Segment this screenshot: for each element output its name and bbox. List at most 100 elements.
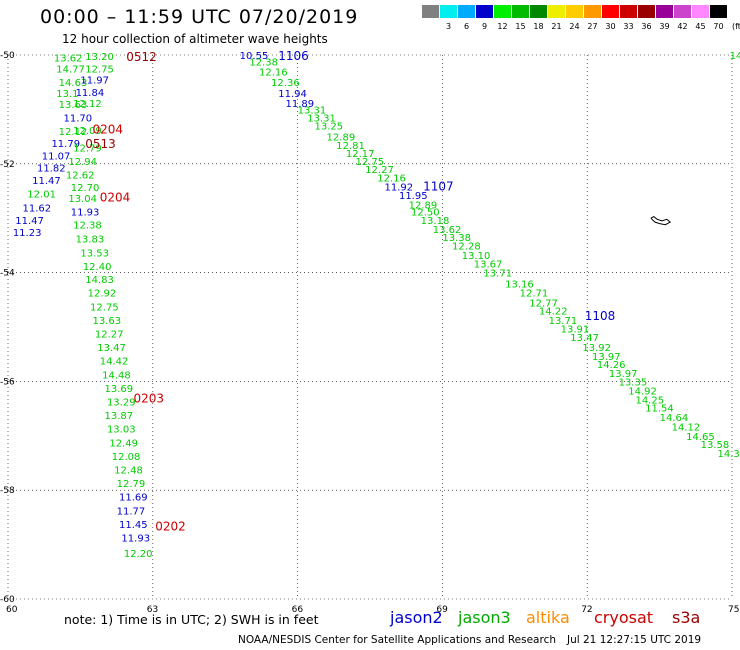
swh-value: 12.62 xyxy=(66,171,95,182)
swh-value: 11.47 xyxy=(32,176,61,187)
heard-island-shape xyxy=(650,216,672,226)
swh-value: 14.92 xyxy=(628,387,657,398)
swh-value: 12.20 xyxy=(124,549,153,560)
swh-value: 12.09 xyxy=(73,126,102,137)
swh-value: 14.64 xyxy=(660,413,689,424)
swh-value: 13.35 xyxy=(619,377,648,388)
swh-value: 12.16 xyxy=(259,67,288,78)
legend-cryosat: cryosat xyxy=(594,608,654,627)
swh-value: 12.28 xyxy=(452,241,481,252)
swh-value: 13.97 xyxy=(609,369,638,380)
colorbar-swatch xyxy=(458,5,475,18)
colorbar-swatch xyxy=(710,5,727,18)
swh-value: 11.23 xyxy=(13,228,42,239)
swh-value: 13.63 xyxy=(59,100,88,111)
swh-value: 13.47 xyxy=(570,333,599,344)
swh-value: 13.91 xyxy=(561,325,590,336)
swh-value: 14.48 xyxy=(102,370,131,381)
colorbar-tick-label: 9 xyxy=(481,22,488,31)
swh-value: 12.08 xyxy=(112,452,141,463)
swh-value: 14.77 xyxy=(56,65,85,76)
swh-value: 11.93 xyxy=(121,534,150,545)
pass-number-label: 0204 xyxy=(100,190,131,204)
swh-value: 13.62 xyxy=(433,225,462,236)
legend-altika: altika xyxy=(526,608,570,627)
swh-value: 11.45 xyxy=(119,520,148,531)
map-grid xyxy=(7,54,733,600)
swh-value: 11.84 xyxy=(76,88,105,99)
swh-value: 12.77 xyxy=(529,299,558,310)
lon-tick-label: 63 xyxy=(147,605,158,615)
colorbar-tick-label: 6 xyxy=(463,22,470,31)
swh-value: 12.38 xyxy=(73,221,102,232)
colorbar-swatch xyxy=(512,5,529,18)
swh-value: 14.26 xyxy=(597,360,626,371)
swh-value: 13.47 xyxy=(97,343,126,354)
swh-value: 13.38 xyxy=(442,233,471,244)
colorbar-tick-label: 42 xyxy=(677,22,688,31)
colorbar-tick-label: 18 xyxy=(533,22,544,31)
swh-value: 12.17 xyxy=(346,149,375,160)
colorbar-swatch xyxy=(548,5,565,18)
swh-value: 12.89 xyxy=(327,133,356,144)
colorbar-swatch xyxy=(602,5,619,18)
lat-tick-label: -56 xyxy=(0,377,15,387)
swh-value: 11.95 xyxy=(399,191,428,202)
colorbar-swatch xyxy=(620,5,637,18)
swh-value: 12.12 xyxy=(73,99,102,110)
lat-tick-label: -50 xyxy=(0,51,15,61)
colorbar-swatch xyxy=(656,5,673,18)
swh-value: 13.20 xyxy=(85,52,114,63)
swh-value: 13.31 xyxy=(307,114,336,125)
colorbar-swatch xyxy=(566,5,583,18)
legend-jason3: jason3 xyxy=(458,608,511,627)
page-title: 00:00 – 11:59 UTC 07/20/2019 xyxy=(40,6,359,28)
colorbar-swatch xyxy=(440,5,457,18)
swh-value: 13.67 xyxy=(474,259,503,270)
swh-value: 10.55 xyxy=(240,51,269,62)
colorbar-tick-label: 27 xyxy=(587,22,598,31)
swh-value: 12.79 xyxy=(73,143,102,154)
pass-number-label: 1108 xyxy=(585,309,616,323)
swh-value: 13.16 xyxy=(505,279,534,290)
swh-value: 12.16 xyxy=(377,173,406,184)
swh-value: 11.54 xyxy=(645,404,674,415)
swh-value: 11.94 xyxy=(278,89,307,100)
swh-value: 14.83 xyxy=(85,275,114,286)
legend-jason2: jason2 xyxy=(390,608,443,627)
swh-value: 13.53 xyxy=(80,248,109,259)
swh-value: 13.92 xyxy=(582,343,611,354)
colorbar-tick-label: 45 xyxy=(695,22,706,31)
swh-value: 13.69 xyxy=(105,384,134,395)
page-subtitle: 12 hour collection of altimeter wave hei… xyxy=(62,32,328,46)
swh-value: 12.40 xyxy=(83,262,112,273)
colorbar-tick-label: 39 xyxy=(659,22,670,31)
colorbar-tick-label: 36 xyxy=(641,22,652,31)
swh-value: 14.42 xyxy=(100,357,129,368)
swh-value: 13.1 xyxy=(56,89,78,100)
swh-value: 12.70 xyxy=(71,183,100,194)
swh-value: 14.25 xyxy=(635,395,664,406)
lon-tick-label: 69 xyxy=(436,605,448,615)
swh-value: 11.07 xyxy=(42,152,71,163)
colorbar-tick-label: 70 xyxy=(713,22,724,31)
note-text: note: 1) Time is in UTC; 2) SWH is in fe… xyxy=(64,612,319,627)
colorbar-tick-label: 3 xyxy=(445,22,452,31)
pass-number-label: 0204 xyxy=(92,122,123,136)
swh-value: 11.89 xyxy=(286,99,315,110)
swh-value: 13.29 xyxy=(107,398,136,409)
swh-value: 14.12 xyxy=(672,423,701,434)
lat-tick-label: -54 xyxy=(0,269,15,279)
colorbar-swatch xyxy=(692,5,709,18)
colorbar-swatch xyxy=(476,5,493,18)
colorbar-swatch xyxy=(674,5,691,18)
swh-value: 13.03 xyxy=(107,425,136,436)
pass-number-label: 0203 xyxy=(133,392,164,406)
swh-value: 13.62 xyxy=(54,54,83,65)
colorbar-swatch xyxy=(494,5,511,18)
swh-value: 12.79 xyxy=(117,479,146,490)
swh-value: 12.12 xyxy=(59,127,88,138)
swh-value: 12.92 xyxy=(88,289,117,300)
